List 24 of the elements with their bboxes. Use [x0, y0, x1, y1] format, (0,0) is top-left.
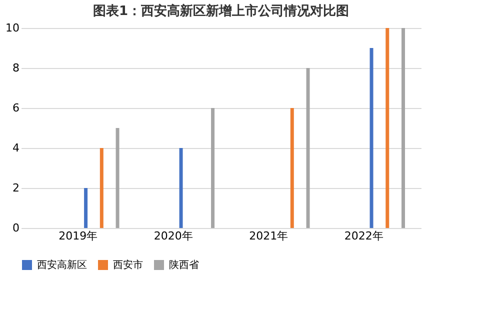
y-tick-label: 6	[12, 102, 20, 114]
bar	[84, 188, 88, 228]
bar	[370, 48, 374, 228]
bar	[211, 108, 215, 228]
x-tick-label: 2022年	[344, 230, 384, 242]
legend-label: 西安市	[113, 259, 143, 271]
bar	[290, 108, 294, 228]
bar	[179, 148, 183, 228]
legend-label: 西安高新区	[37, 259, 87, 271]
bar	[402, 28, 405, 228]
x-tick-label: 2021年	[249, 230, 288, 242]
bar	[306, 68, 310, 228]
bar	[100, 148, 104, 228]
x-tick-label: 2019年	[58, 230, 98, 242]
y-tick-label: 8	[12, 62, 20, 74]
y-tick-label: 4	[12, 142, 20, 154]
bar	[116, 128, 120, 228]
bar	[386, 28, 390, 228]
y-tick-label: 10	[6, 22, 20, 34]
chart-title: 图表1：西安高新区新增上市公司情况对比图	[92, 3, 350, 19]
x-tick-label: 2020年	[154, 230, 193, 242]
legend-label: 陕西省	[169, 259, 199, 271]
y-tick-label: 0	[12, 222, 20, 234]
y-tick-label: 2	[12, 182, 20, 194]
